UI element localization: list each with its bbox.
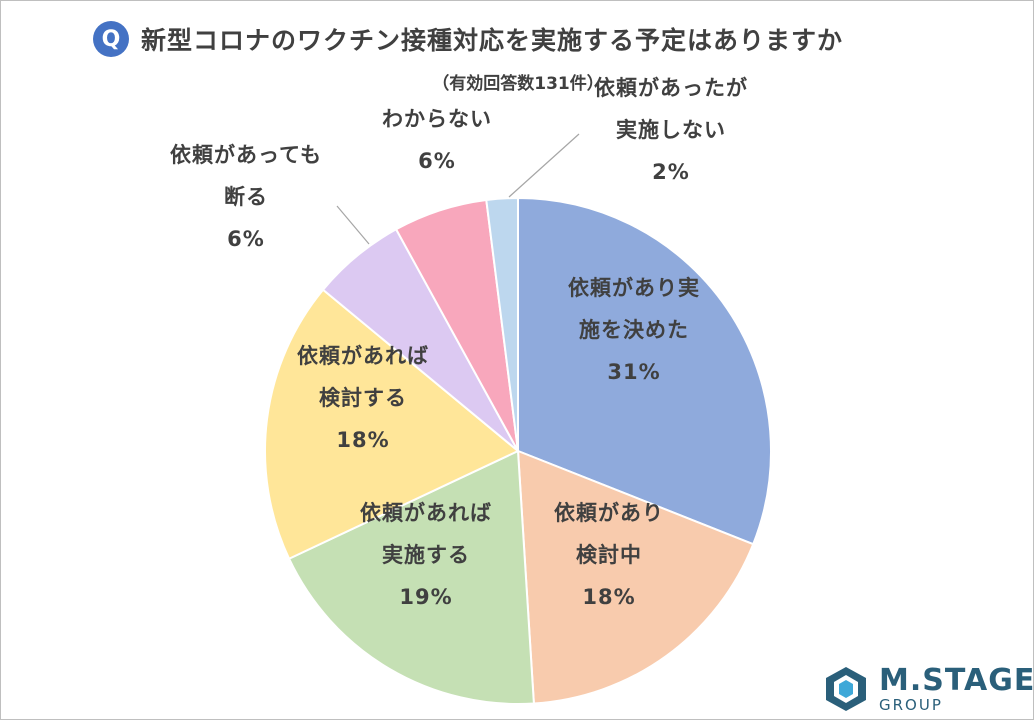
slice-percent-label: 31% xyxy=(607,360,660,384)
leader-line xyxy=(508,133,580,198)
slice-category-label: 依頼があれば xyxy=(360,501,492,525)
question-badge: Q xyxy=(93,21,129,57)
slice-category-label: 実施しない xyxy=(616,118,726,142)
slice-category-label: 依頼があっても xyxy=(170,143,322,167)
slice-percent-label: 6% xyxy=(418,149,456,173)
logo-sub-text: GROUP xyxy=(879,695,943,714)
pie-slice xyxy=(517,196,772,546)
slice-category-label: 依頼があったが xyxy=(594,76,748,100)
slice-category-label: 施を決めた xyxy=(579,318,689,342)
pie-slice xyxy=(485,196,519,452)
logo-main-text: M.STAGE xyxy=(879,662,1034,698)
slice-category-label: わからない xyxy=(382,107,492,131)
pie-slice xyxy=(516,449,755,705)
slice-category-label: 依頼があり実 xyxy=(568,276,700,300)
slice-category-label: 依頼があり xyxy=(554,501,664,525)
slice-percent-label: 2% xyxy=(652,160,690,184)
slice-category-label: 検討する xyxy=(319,386,407,410)
slice-category-label: 依頼があれば xyxy=(297,344,429,368)
slice-category-label: 実施する xyxy=(382,543,470,567)
slice-percent-label: 18% xyxy=(336,428,389,452)
pie-slice xyxy=(287,449,535,705)
slice-percent-label: 19% xyxy=(399,585,452,609)
slice-percent-label: 6% xyxy=(227,227,265,251)
slice-category-label: 断る xyxy=(224,185,268,209)
logo-hexagon-icon xyxy=(826,667,866,711)
chart-subtitle: （有効回答数131件） xyxy=(432,74,604,94)
pie-slice xyxy=(264,288,520,561)
slice-category-label: 検討中 xyxy=(576,543,642,567)
title-row: Q 新型コロナのワクチン接種対応を実施する予定はありますか xyxy=(93,21,843,57)
company-logo: M.STAGE GROUP xyxy=(823,665,1034,713)
slice-percent-label: 18% xyxy=(582,585,635,609)
leader-line xyxy=(336,205,370,245)
chart-title: 新型コロナのワクチン接種対応を実施する予定はありますか xyxy=(141,26,844,55)
